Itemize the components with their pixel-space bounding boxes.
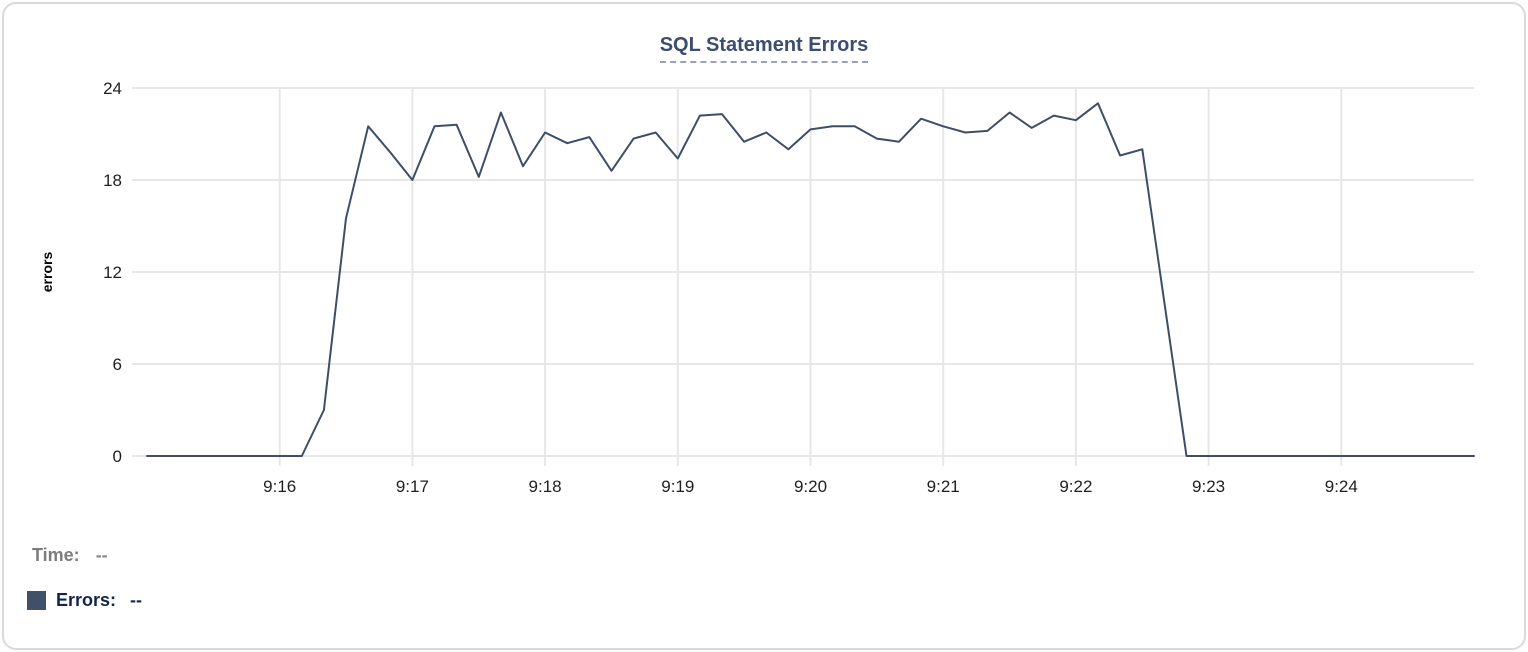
time-readout-label: Time: [32, 545, 80, 565]
y-tick-label: 0 [113, 447, 122, 466]
errors-series-swatch [27, 591, 46, 610]
y-tick-label: 6 [113, 355, 122, 374]
x-tick-label: 9:18 [529, 477, 562, 496]
x-tick-label: 9:19 [661, 477, 694, 496]
chart-header: SQL Statement Errors [4, 34, 1524, 63]
chart-title[interactable]: SQL Statement Errors [659, 34, 869, 63]
x-tick-label: 9:23 [1192, 477, 1225, 496]
y-tick-label: 18 [103, 171, 122, 190]
x-tick-label: 9:24 [1325, 477, 1358, 496]
errors-legend-item[interactable]: Errors: -- [27, 590, 142, 611]
time-readout-value: -- [95, 545, 108, 565]
y-tick-label: 12 [103, 263, 122, 282]
x-tick-label: 9:22 [1059, 477, 1092, 496]
x-tick-label: 9:17 [396, 477, 429, 496]
y-axis-title: errors [39, 252, 55, 293]
errors-line-chart-plot-area[interactable]: 0 6 12 18 24 9:16 9:17 9:18 9:19 9:20 9:21 9:22 9:23… [4, 4, 1526, 516]
x-tick-label: 9:16 [263, 477, 296, 496]
errors-readout-value: -- [130, 590, 143, 610]
y-tick-label: 24 [103, 79, 122, 98]
time-readout: Time: -- [32, 545, 108, 566]
x-tick-label: 9:20 [794, 477, 827, 496]
errors-readout-label: Errors: [56, 590, 117, 610]
errors-series-line [146, 102, 1475, 457]
x-tick-label: 9:21 [927, 477, 960, 496]
